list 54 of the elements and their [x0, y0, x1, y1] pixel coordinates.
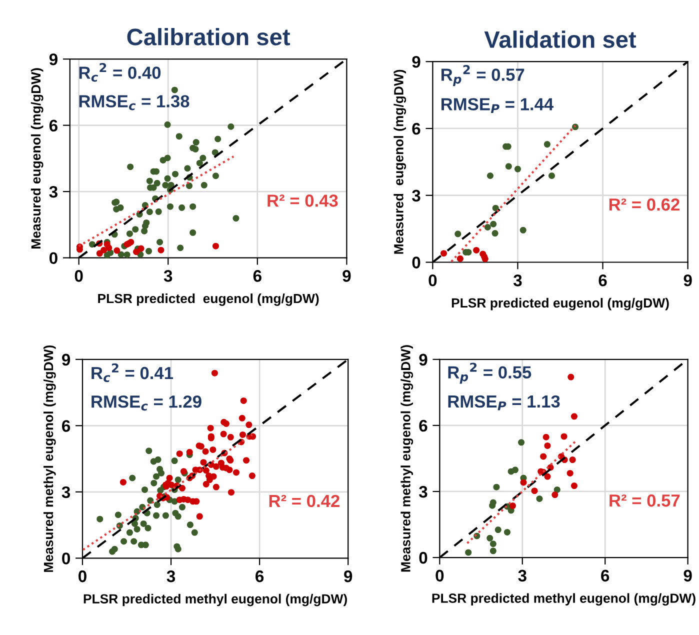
x-tick-label: 3	[513, 274, 522, 286]
chart-title: Validation set	[484, 30, 636, 48]
y-tick-label: 0	[412, 256, 420, 268]
y-tick-label: 6	[49, 120, 58, 132]
y-tick-label: 9	[419, 354, 428, 366]
x-tick-label: 9	[684, 570, 692, 582]
x-tick-label: 3	[164, 270, 172, 282]
y-axis-title: Measured methyl eugenol (mg/gDW)	[43, 345, 56, 572]
annotation: R$_{p}$$^{2}$ = 0.57	[441, 65, 524, 86]
y-tick-label: 6	[412, 122, 420, 135]
x-tick-label: 9	[344, 570, 352, 582]
y-tick-label: 3	[412, 190, 420, 202]
annotation: R² = 0.43	[268, 194, 338, 207]
y-tick-label: 9	[49, 53, 58, 66]
x-tick-label: 0	[78, 570, 86, 582]
y-axis-title: Measured methyl eugenol (mg/gDW)	[400, 345, 414, 572]
y-tick-label: 6	[62, 420, 70, 432]
x-tick-label: 9	[684, 274, 692, 286]
y-tick-label: 9	[412, 56, 420, 68]
chart-title: Calibration set	[127, 28, 290, 46]
x-tick-label: 0	[436, 570, 444, 582]
x-tick-label: 3	[518, 570, 526, 582]
x-tick-label: 6	[256, 570, 264, 582]
annotation: R² = 0.62	[609, 198, 680, 211]
x-tick-label: 3	[166, 570, 176, 582]
x-tick-label: 9	[342, 270, 351, 282]
y-tick-label: 3	[62, 486, 70, 498]
x-tick-label: 6	[601, 570, 610, 582]
annotation: R$_{p}$$^{2}$ = 0.55	[448, 362, 532, 384]
annotation: RMSE$_{P}$ = 1.44	[441, 98, 554, 114]
annotation: R² = 0.57	[610, 494, 680, 507]
y-axis-title: Measured eugenol (mg/gDW)	[394, 70, 406, 254]
y-tick-label: 6	[419, 420, 428, 432]
annotation: RMSE$_{c}$ = 1.38	[79, 95, 190, 110]
annotation: R$_{c}$$^{2}$ = 0.41	[92, 363, 174, 382]
annotation: R² = 0.42	[269, 494, 340, 508]
x-axis-title: PLSR predicted eugenol (mg/gDW)	[98, 293, 319, 306]
y-tick-label: 0	[419, 552, 428, 564]
x-tick-label: 6	[253, 270, 262, 282]
y-tick-label: 0	[62, 552, 70, 564]
x-axis-title: PLSR predicted eugenol (mg/gDW)	[452, 298, 669, 310]
y-axis-title: Measured eugenol (mg/gDW)	[30, 68, 44, 248]
y-tick-label: 3	[418, 486, 428, 498]
y-tick-label: 9	[62, 354, 70, 366]
annotation: RMSE$_{P}$ = 1.13	[448, 395, 560, 410]
annotation: RMSE$_{c}$ = 1.29	[92, 395, 202, 411]
x-axis-title: PLSR predicted methyl eugenol (mg/gDW)	[432, 593, 696, 606]
x-tick-label: 0	[428, 274, 437, 286]
x-axis-title: PLSR predicted methyl eugenol (mg/gDW)	[84, 594, 347, 606]
y-tick-label: 0	[49, 252, 58, 264]
x-tick-label: 0	[74, 270, 83, 282]
x-tick-label: 6	[598, 274, 607, 286]
annotation: R$_{c}$$^{2}$ = 0.40	[79, 63, 161, 82]
y-tick-label: 3	[49, 186, 58, 198]
